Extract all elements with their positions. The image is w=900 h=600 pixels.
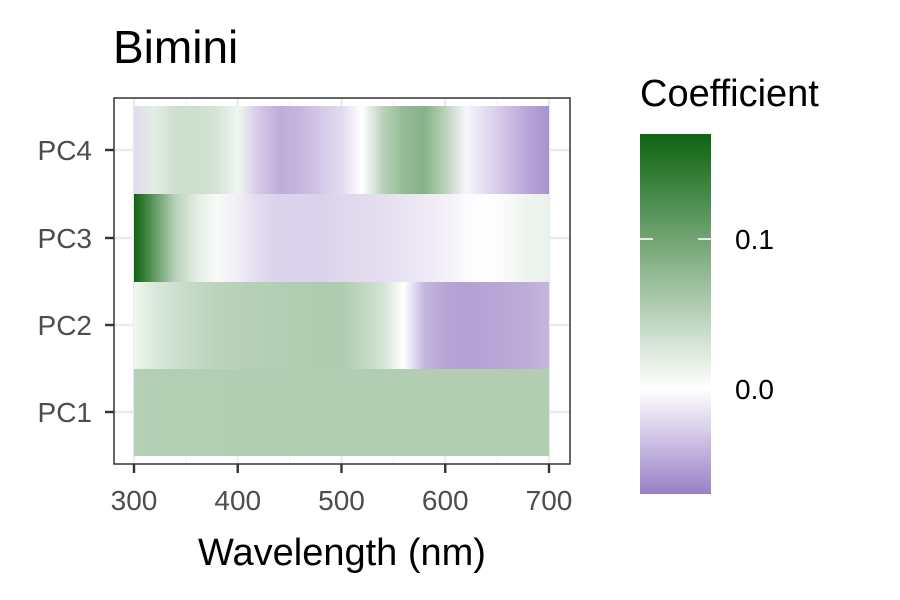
legend-title: Coefficient (640, 73, 819, 115)
heatmap-row-pc3 (134, 194, 549, 282)
legend-color-bar (640, 134, 711, 494)
y-tick-label: PC3 (38, 223, 92, 254)
x-axis-title: Wavelength (nm) (198, 532, 486, 574)
heatmap-rows (134, 106, 549, 456)
x-axis: 300 400 500 600 700 (111, 464, 573, 516)
x-tick-label: 300 (111, 485, 158, 516)
legend-tick-label: 0.0 (735, 374, 774, 405)
x-tick-label: 700 (526, 485, 573, 516)
x-tick-label: 400 (214, 485, 261, 516)
x-tick-label: 600 (422, 485, 469, 516)
y-tick-label: PC2 (38, 310, 92, 341)
x-tick-label: 500 (318, 485, 365, 516)
y-axis: PC1 PC2 PC3 PC4 (38, 135, 114, 428)
color-legend: 0.0 0.1 (640, 134, 774, 494)
heatmap-row-pc2 (134, 281, 549, 369)
y-tick-label: PC4 (38, 135, 92, 166)
y-tick-label: PC1 (38, 397, 92, 428)
heatmap-row-pc1 (134, 368, 549, 456)
heatmap-row-pc4 (134, 106, 549, 194)
chart-title: Bimini (113, 21, 238, 73)
legend-tick-label: 0.1 (735, 224, 774, 255)
